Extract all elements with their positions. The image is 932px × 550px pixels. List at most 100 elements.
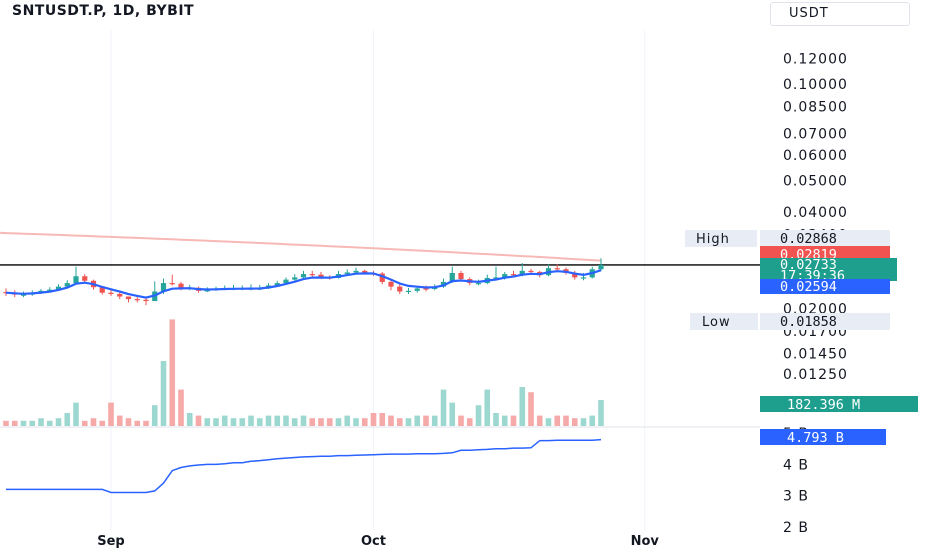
- candle-body: [283, 279, 289, 284]
- candle-body: [475, 283, 482, 285]
- price-tick: 0.12000: [783, 51, 848, 67]
- candle-body: [458, 272, 464, 280]
- volume-bar: [213, 418, 219, 426]
- price-tick: 0.01250: [783, 367, 848, 383]
- volume-bar: [221, 415, 228, 426]
- price-axis[interactable]: 0.12000 0.10000 0.08500 0.07000 0.06000 0.050…: [783, 51, 848, 383]
- volume-bar: [466, 418, 473, 426]
- volume-bar: [256, 418, 263, 426]
- candle-body: [3, 292, 9, 294]
- volume-bar: [265, 415, 272, 426]
- high-label-bg: [685, 230, 757, 247]
- candle-body: [423, 288, 429, 290]
- candle-body: [204, 290, 210, 292]
- price-tick: 0.10000: [783, 77, 848, 93]
- candle-body: [292, 277, 298, 280]
- lower-tick: 2 B: [783, 520, 809, 536]
- last-price-badge: [760, 258, 897, 281]
- volume-bar: [116, 415, 123, 426]
- candle-body: [117, 293, 123, 297]
- volume-bar: [431, 415, 438, 426]
- candle-body: [580, 277, 587, 279]
- last-price: 0.02733: [780, 257, 837, 273]
- low-label: Low: [702, 315, 731, 330]
- candle-body: [99, 287, 105, 293]
- candle-body: [73, 276, 79, 284]
- candle-body: [493, 277, 499, 279]
- volume-bar: [11, 420, 18, 426]
- volume-bar: [440, 389, 447, 426]
- volume-bar: [388, 415, 394, 426]
- volume-bar: [204, 418, 211, 426]
- candle-body: [362, 270, 368, 273]
- volume-bar: [81, 420, 88, 426]
- candle-body: [318, 274, 324, 278]
- candle-body: [169, 283, 175, 285]
- ema-value: 0.02594: [780, 279, 837, 295]
- volume-badge: [760, 396, 918, 412]
- volume-bar: [125, 418, 132, 426]
- oi-value: 4.793 B: [787, 430, 844, 446]
- volume-bar: [283, 415, 289, 426]
- volume-bar: [99, 420, 106, 426]
- volume-bar: [230, 418, 237, 426]
- volume-bar: [291, 418, 298, 426]
- volume-bar: [90, 418, 97, 426]
- price-tick: 0.07000: [783, 127, 848, 143]
- volume-bar: [396, 418, 403, 426]
- volume-value: 182.396 M: [787, 397, 860, 413]
- candle-body: [55, 286, 62, 290]
- volume-bar: [475, 405, 482, 426]
- time-tick: Nov: [631, 534, 660, 549]
- candle-body: [449, 272, 455, 282]
- candle-body: [160, 283, 167, 292]
- volume-bar: [300, 415, 307, 426]
- candle-body: [64, 283, 70, 287]
- volume-bar: [536, 415, 543, 426]
- volume-bar: [134, 420, 141, 426]
- low-value: 0.01858: [780, 314, 837, 330]
- volume-bar: [571, 418, 578, 426]
- volume-bar: [46, 420, 53, 426]
- price-tick: 0.04000: [783, 205, 848, 221]
- high-label: High: [696, 232, 730, 247]
- candle-body: [178, 283, 184, 288]
- volume-bar: [186, 413, 193, 426]
- low-value-bg: [760, 313, 890, 330]
- volume-bar: [318, 418, 324, 426]
- candle-body: [47, 289, 53, 291]
- volume-bars: [3, 319, 604, 426]
- high-value-bg: [760, 230, 890, 247]
- candle-body: [572, 272, 578, 278]
- time-axis[interactable]: Sep Oct Nov: [97, 534, 659, 549]
- price-tick: 0.06000: [783, 148, 848, 164]
- volume-bar: [598, 400, 604, 426]
- candle-body: [20, 294, 27, 296]
- oi-line: [6, 438, 602, 494]
- volume-bar: [501, 415, 508, 426]
- volume-bar: [20, 420, 27, 426]
- volume-bar: [361, 418, 368, 426]
- currency-selector[interactable]: USDT: [770, 2, 910, 26]
- candle-body: [82, 276, 88, 281]
- volume-bar: [405, 418, 412, 426]
- volume-bar: [38, 418, 44, 426]
- low-label-bg: [690, 313, 758, 330]
- volume-bar: [449, 402, 456, 426]
- volume-bar: [379, 413, 386, 426]
- time-tick: Oct: [361, 534, 386, 549]
- price-tick: 0.05000: [783, 174, 848, 190]
- ema-badge: [760, 279, 890, 294]
- ema-line: [5, 269, 602, 299]
- volume-bar: [370, 413, 377, 426]
- volume-bar: [55, 418, 62, 426]
- volume-bar: [160, 361, 167, 426]
- volume-bar: [326, 418, 333, 426]
- volume-bar: [335, 418, 342, 426]
- volume-bar: [143, 420, 149, 426]
- candle-body: [274, 283, 280, 286]
- volume-bar: [239, 418, 246, 426]
- volume-bar: [169, 319, 176, 426]
- lower-tick: 3 B: [783, 489, 809, 505]
